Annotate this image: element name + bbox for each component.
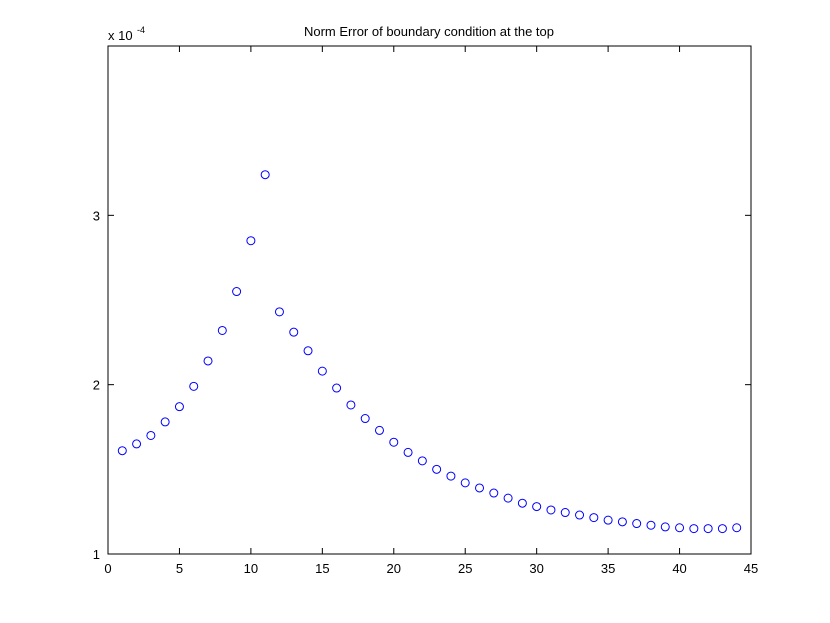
data-point — [232, 287, 242, 297]
data-point — [203, 356, 213, 366]
y-axis-multiplier: x 10 -4 — [108, 25, 145, 43]
data-point — [689, 524, 699, 534]
data-point — [417, 456, 427, 466]
data-point — [189, 381, 199, 391]
data-point — [274, 307, 284, 317]
x-tick-label: 10 — [244, 561, 258, 576]
data-point — [475, 483, 485, 493]
data-point — [460, 478, 470, 488]
data-point — [346, 400, 356, 410]
data-point — [389, 437, 399, 447]
y-tick-label: 3 — [93, 208, 100, 223]
chart-title: Norm Error of boundary condition at the … — [304, 24, 554, 39]
data-point — [717, 524, 727, 534]
data-point — [603, 515, 613, 525]
data-point — [289, 327, 299, 337]
data-point — [246, 236, 256, 246]
data-point — [160, 417, 170, 427]
data-point — [589, 513, 599, 523]
data-point — [532, 502, 542, 512]
data-point — [217, 325, 227, 335]
data-point — [703, 524, 713, 534]
data-point — [174, 402, 184, 412]
y-tick-label: 2 — [93, 378, 100, 393]
y-multiplier-base: x 10 — [108, 28, 133, 43]
plot-area — [107, 45, 752, 555]
data-point — [503, 493, 513, 503]
data-point — [660, 522, 670, 532]
data-point — [117, 446, 127, 456]
data-point — [560, 508, 570, 518]
data-point — [732, 523, 742, 533]
data-point — [575, 510, 585, 520]
x-tick-label: 45 — [744, 561, 758, 576]
y-axis: 1 2 3 — [93, 208, 751, 562]
y-tick-label: 1 — [93, 547, 100, 562]
data-point — [675, 523, 685, 533]
data-point — [360, 414, 370, 424]
x-tick-label: 0 — [104, 561, 111, 576]
data-point — [146, 430, 156, 440]
data-point — [317, 366, 327, 376]
data-point — [303, 346, 313, 356]
x-tick-label: 20 — [387, 561, 401, 576]
data-point — [546, 505, 556, 515]
data-point — [332, 383, 342, 393]
data-point — [517, 498, 527, 508]
x-tick-label: 35 — [601, 561, 615, 576]
data-point — [260, 170, 270, 180]
x-tick-label: 30 — [529, 561, 543, 576]
data-point — [646, 520, 656, 530]
data-point — [403, 447, 413, 457]
x-axis: 0 5 10 15 20 25 30 35 40 45 — [104, 46, 758, 576]
x-tick-label: 40 — [672, 561, 686, 576]
y-multiplier-exponent: -4 — [137, 25, 145, 35]
data-point — [632, 519, 642, 529]
data-point — [489, 488, 499, 498]
data-point — [132, 439, 142, 449]
x-tick-label: 25 — [458, 561, 472, 576]
data-point — [446, 471, 456, 481]
data-series — [117, 170, 742, 534]
data-point — [374, 425, 384, 435]
x-tick-label: 5 — [176, 561, 183, 576]
x-tick-label: 15 — [315, 561, 329, 576]
data-point — [617, 517, 627, 527]
data-point — [432, 464, 442, 474]
